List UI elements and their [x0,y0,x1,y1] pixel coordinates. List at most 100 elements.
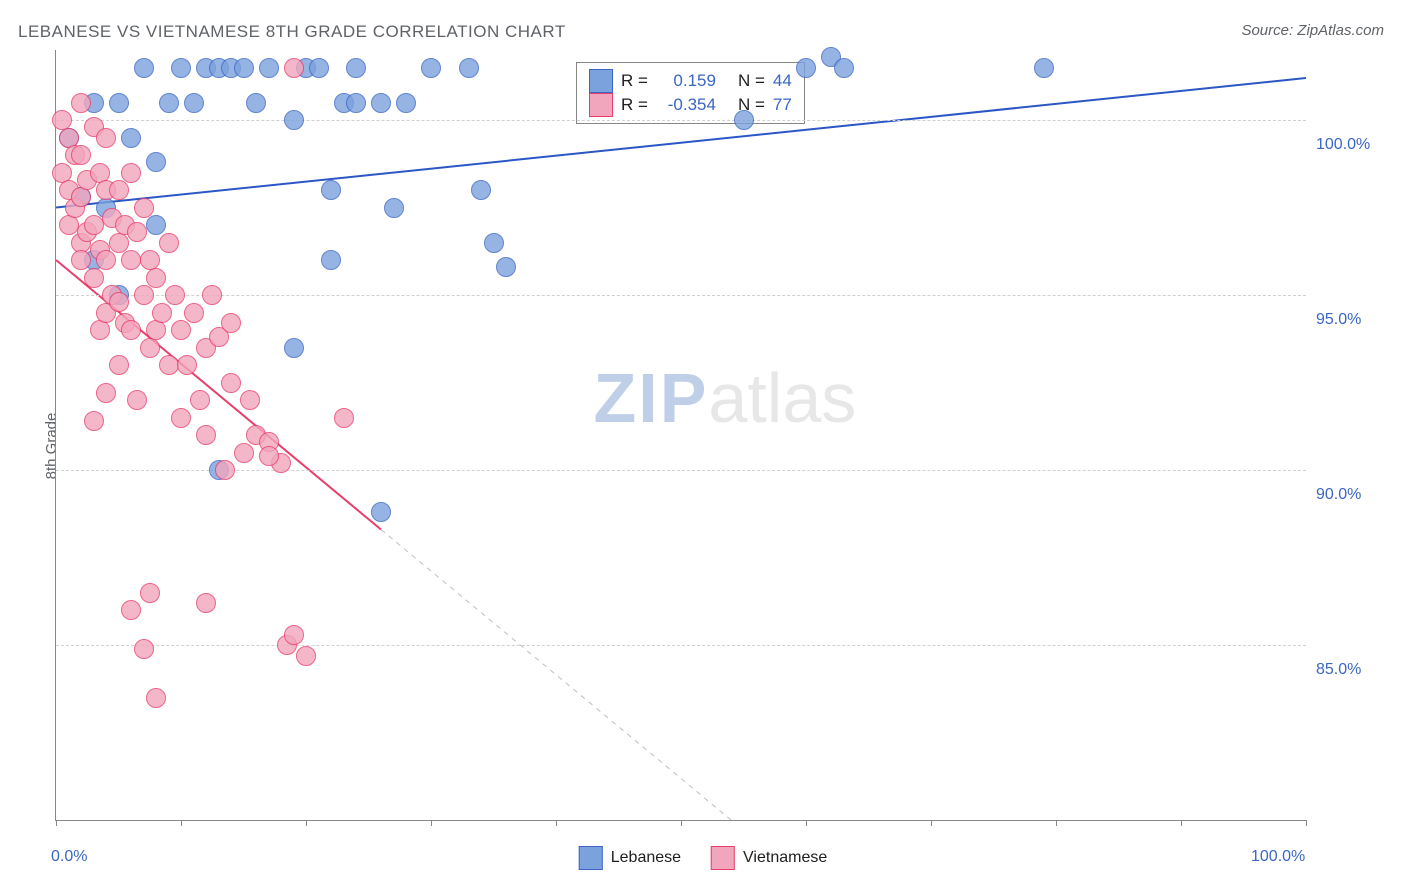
data-point [246,93,266,113]
stats-row: R =-0.354N =77 [589,93,792,117]
data-point [134,285,154,305]
data-point [384,198,404,218]
legend-label: Lebanese [611,849,681,866]
x-tick [431,820,432,826]
data-point [346,93,366,113]
data-point [196,593,216,613]
data-point [146,688,166,708]
x-tick [931,820,932,826]
data-point [796,58,816,78]
gridline [56,470,1306,471]
data-point [834,58,854,78]
data-point [190,390,210,410]
data-point [109,180,129,200]
data-point [146,215,166,235]
data-point [221,313,241,333]
x-tick [56,820,57,826]
data-point [321,180,341,200]
data-point [309,58,329,78]
data-point [484,233,504,253]
x-tick [806,820,807,826]
data-point [196,425,216,445]
data-point [127,222,147,242]
data-point [146,152,166,172]
data-point [346,58,366,78]
data-point [234,443,254,463]
x-tick-label: 100.0% [1251,848,1305,866]
data-point [121,600,141,620]
data-point [284,58,304,78]
y-tick-label: 100.0% [1316,136,1386,154]
data-point [215,460,235,480]
x-tick [1306,820,1307,826]
data-point [1034,58,1054,78]
data-point [171,320,191,340]
data-point [109,233,129,253]
data-point [71,93,91,113]
x-tick-label: 0.0% [51,848,87,866]
data-point [84,215,104,235]
data-point [459,58,479,78]
x-tick [1056,820,1057,826]
data-point [109,93,129,113]
data-point [284,625,304,645]
stats-row: R =0.159N =44 [589,69,792,93]
x-tick [181,820,182,826]
data-point [146,268,166,288]
data-point [71,145,91,165]
data-point [321,250,341,270]
data-point [96,383,116,403]
data-point [284,338,304,358]
data-point [259,446,279,466]
data-point [109,292,129,312]
r-label: R = [621,95,648,115]
data-point [134,198,154,218]
series-swatch [589,69,613,93]
data-point [59,215,79,235]
n-value: 77 [773,95,792,115]
gridline [56,295,1306,296]
correlation-stats-box: R =0.159N =44R =-0.354N =77 [576,62,805,124]
x-tick [306,820,307,826]
watermark-bold: ZIP [594,359,709,437]
data-point [121,250,141,270]
r-value: 0.159 [656,71,716,91]
chart-title: LEBANESE VS VIETNAMESE 8TH GRADE CORRELA… [18,22,566,42]
data-point [234,58,254,78]
data-point [371,93,391,113]
data-point [471,180,491,200]
data-point [165,285,185,305]
data-point [71,187,91,207]
data-point [171,58,191,78]
gridline [56,120,1306,121]
n-label: N = [738,71,765,91]
data-point [159,233,179,253]
data-point [202,285,222,305]
gridline [56,645,1306,646]
data-point [240,390,260,410]
data-point [140,338,160,358]
x-tick [681,820,682,826]
scatter-plot-area: ZIPatlas R =0.159N =44R =-0.354N =77 85.… [55,50,1306,821]
data-point [140,583,160,603]
watermark: ZIPatlas [594,358,857,438]
data-point [84,411,104,431]
x-tick [556,820,557,826]
r-value: -0.354 [656,95,716,115]
data-point [184,303,204,323]
legend-swatch [579,846,603,870]
data-point [259,58,279,78]
legend-label: Vietnamese [743,849,827,866]
data-point [134,639,154,659]
data-point [109,355,129,375]
r-label: R = [621,71,648,91]
data-point [121,128,141,148]
data-point [152,303,172,323]
data-point [96,128,116,148]
watermark-light: atlas [708,359,856,437]
data-point [296,646,316,666]
data-point [184,93,204,113]
data-point [90,320,110,340]
data-point [334,408,354,428]
data-point [159,355,179,375]
